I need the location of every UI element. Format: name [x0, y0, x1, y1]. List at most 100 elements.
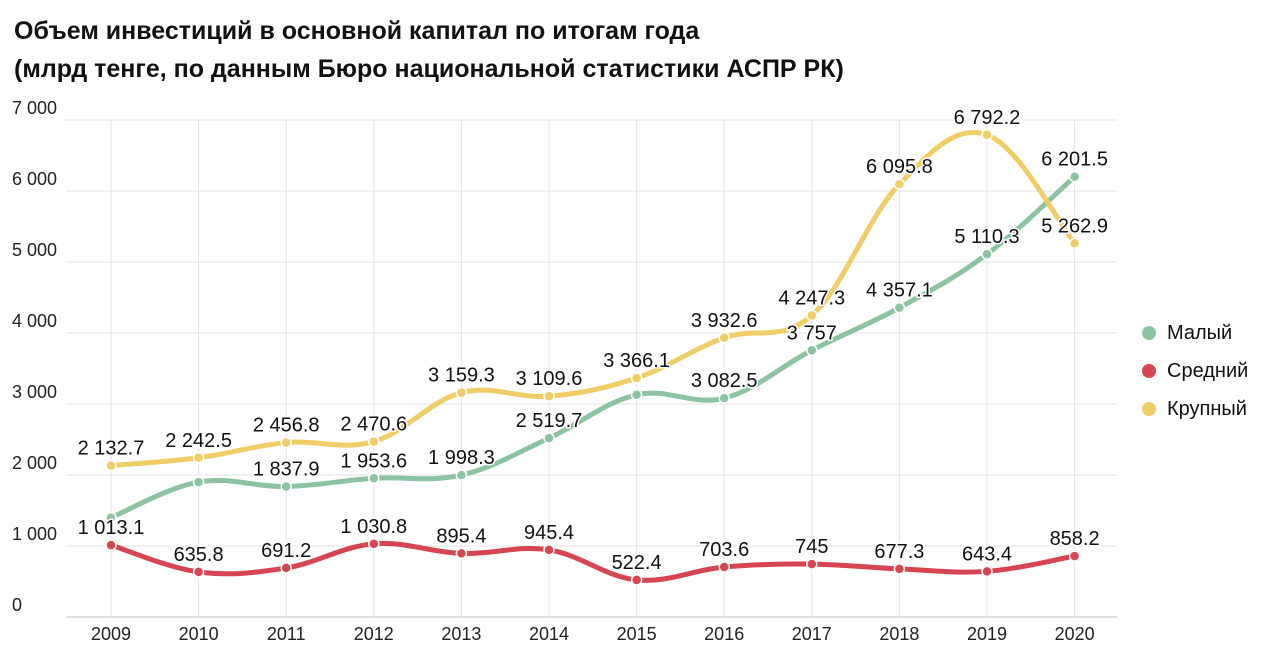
data-label-sredniy: 522.4 — [612, 552, 662, 574]
legend-item-sredniy[interactable]: Средний — [1142, 352, 1248, 390]
data-label-sredniy: 703.6 — [699, 539, 749, 561]
data-label-sredniy: 677.3 — [874, 541, 924, 563]
x-tick-label: 2009 — [91, 624, 131, 644]
data-point-krupny — [1068, 237, 1081, 250]
data-point-sredniy — [893, 563, 906, 575]
data-point-sredniy — [543, 544, 555, 556]
y-tick-label: 7 000 — [12, 98, 57, 118]
legend-marker-krupny — [1142, 402, 1156, 416]
data-label-maly: 3 757 — [787, 322, 837, 344]
data-point-maly — [981, 248, 993, 260]
data-point-maly — [718, 392, 730, 404]
legend-item-krupny[interactable]: Крупный — [1142, 390, 1248, 428]
data-point-maly — [368, 472, 380, 485]
data-label-sredniy: 945.4 — [524, 522, 574, 544]
data-label-maly: 5 110.3 — [954, 226, 1019, 248]
data-point-krupny — [893, 178, 906, 190]
data-label-sredniy: 858.2 — [1050, 528, 1100, 550]
data-point-maly — [1068, 170, 1081, 183]
x-tick-label: 2019 — [967, 624, 1007, 644]
data-point-krupny — [806, 309, 818, 322]
data-label-sredniy: 1 013.1 — [78, 517, 145, 539]
data-label-maly: 1 837.9 — [253, 459, 320, 481]
legend-label-maly: Малый — [1167, 321, 1233, 344]
chart-title: Объем инвестиций в основной капитал по и… — [14, 12, 844, 88]
x-tick-label: 2010 — [179, 624, 219, 644]
x-tick-label: 2020 — [1055, 624, 1095, 644]
data-label-maly: 6 201.5 — [1041, 149, 1108, 171]
data-point-sredniy — [1068, 550, 1081, 562]
y-tick-label: 3 000 — [12, 382, 57, 402]
data-point-maly — [543, 432, 555, 444]
y-tick-label: 0 — [12, 595, 22, 615]
x-tick-label: 2018 — [879, 624, 919, 644]
data-point-sredniy — [806, 558, 818, 570]
legend-item-maly[interactable]: Малый — [1142, 314, 1248, 352]
x-tick-label: 2016 — [704, 624, 744, 644]
data-point-maly — [105, 511, 117, 524]
data-point-sredniy — [718, 561, 730, 573]
data-label-krupny: 2 456.8 — [253, 415, 320, 437]
data-point-maly — [630, 389, 643, 401]
x-tick-label: 2013 — [441, 624, 481, 644]
legend-label-sredniy: Средний — [1167, 359, 1249, 382]
data-point-krupny — [192, 452, 205, 464]
data-point-maly — [893, 301, 906, 314]
data-point-sredniy — [280, 562, 292, 574]
data-label-sredniy: 1 030.8 — [340, 516, 407, 538]
x-tick-label: 2015 — [617, 624, 657, 644]
data-point-krupny — [543, 390, 555, 402]
legend: Малый Средний Крупный — [1142, 314, 1248, 428]
data-label-maly: 2 519.7 — [516, 410, 583, 432]
y-tick-label: 2 000 — [12, 453, 57, 473]
data-label-krupny: 4 247.3 — [778, 287, 845, 309]
data-label-sredniy: 635.8 — [174, 544, 224, 566]
data-point-sredniy — [368, 538, 380, 550]
data-point-krupny — [455, 386, 468, 399]
data-point-maly — [455, 469, 468, 481]
data-point-krupny — [630, 372, 643, 384]
data-point-maly — [806, 344, 818, 357]
data-point-krupny — [368, 435, 380, 448]
data-point-krupny — [280, 436, 292, 449]
data-point-krupny — [981, 129, 993, 141]
data-point-maly — [192, 476, 205, 488]
data-point-krupny — [718, 332, 730, 344]
data-label-krupny: 6 792.2 — [954, 107, 1021, 129]
y-tick-label: 6 000 — [12, 169, 57, 189]
data-point-sredniy — [455, 547, 468, 560]
data-label-krupny: 2 470.6 — [340, 414, 407, 436]
y-tick-label: 4 000 — [12, 311, 57, 331]
x-tick-label: 2017 — [792, 624, 832, 644]
data-label-krupny: 3 366.1 — [603, 350, 670, 372]
data-label-krupny: 2 242.5 — [165, 430, 232, 452]
data-label-krupny: 6 095.8 — [866, 156, 933, 178]
data-label-sredniy: 745 — [795, 536, 828, 558]
legend-marker-maly — [1142, 326, 1156, 340]
data-point-sredniy — [105, 539, 117, 551]
data-point-sredniy — [981, 565, 993, 578]
x-tick-label: 2014 — [529, 624, 569, 644]
data-label-maly: 4 357.1 — [866, 280, 933, 302]
data-label-sredniy: 691.2 — [261, 540, 311, 562]
data-label-maly: 3 082.5 — [691, 370, 758, 392]
data-point-krupny — [105, 459, 117, 472]
chart-title-line1: Объем инвестиций в основной капитал по и… — [14, 17, 700, 45]
data-label-maly: 1 998.3 — [428, 447, 495, 469]
x-tick-label: 2011 — [267, 624, 306, 644]
data-point-sredniy — [192, 566, 205, 578]
data-label-krupny: 5 262.9 — [1041, 215, 1108, 237]
series-line-sredniy — [108, 540, 1078, 583]
data-label-maly: 1 953.6 — [340, 450, 407, 472]
data-label-sredniy: 643.4 — [962, 543, 1012, 565]
data-point-sredniy — [630, 574, 643, 586]
x-tick-label: 2012 — [354, 624, 394, 644]
data-label-krupny: 3 932.6 — [691, 310, 758, 332]
y-tick-label: 5 000 — [12, 240, 57, 260]
data-label-krupny: 3 159.3 — [428, 365, 495, 387]
data-label-sredniy: 895.4 — [436, 525, 486, 547]
chart-title-line2: (млрд тенге, по данным Бюро национальной… — [14, 55, 844, 83]
data-point-maly — [280, 480, 292, 493]
data-label-krupny: 2 132.7 — [78, 438, 145, 460]
